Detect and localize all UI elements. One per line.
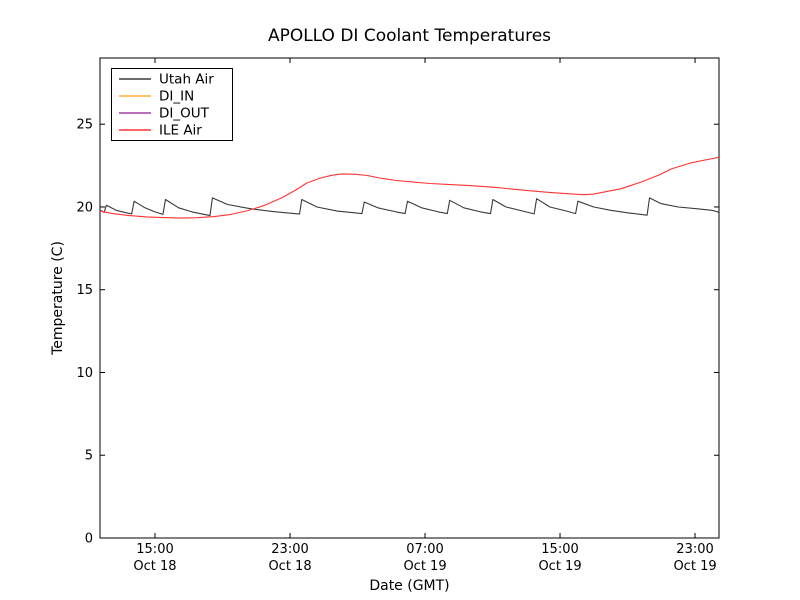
axis-ticks: 15:00 Oct 18 23:00 Oct 18 07:00 Oct 19 15:00 Oc… <box>76 58 719 574</box>
x-tick-time-label: 07:00 <box>406 542 443 557</box>
series-lines <box>99 156 720 219</box>
x-tick-date-label: Oct 18 <box>268 559 311 574</box>
legend: Utah Air DI_IN DI_OUT ILE Air <box>111 68 233 141</box>
series-line-ile-air <box>99 156 720 219</box>
x-tick-time-label: 23:00 <box>676 542 713 557</box>
legend-label-ile-air: ILE Air <box>159 123 202 139</box>
chart-title: APOLLO DI Coolant Temperatures <box>268 26 551 46</box>
x-tick-date-label: Oct 18 <box>133 559 176 574</box>
x-tick-time-label: 15:00 <box>541 542 578 557</box>
legend-label-utah-air: Utah Air <box>159 72 214 88</box>
y-tick-label: 20 <box>76 200 93 215</box>
legend-label-di-in: DI_IN <box>159 89 194 105</box>
y-tick-label: 10 <box>76 366 93 381</box>
x-tick-date-label: Oct 19 <box>403 559 446 574</box>
legend-box <box>111 68 233 141</box>
x-tick-date-label: Oct 19 <box>538 559 581 574</box>
x-tick-date-label: Oct 19 <box>673 559 716 574</box>
x-tick-time-label: 23:00 <box>271 542 308 557</box>
y-axis-label: Temperature (C) <box>50 241 66 356</box>
y-tick-label: 5 <box>85 449 93 464</box>
legend-label-di-out: DI_OUT <box>159 106 210 122</box>
y-tick-label: 0 <box>85 532 93 547</box>
x-axis-label: Date (GMT) <box>369 578 449 594</box>
series-line-utah-air <box>99 197 720 217</box>
plot-frame <box>99 57 720 539</box>
y-tick-label: 25 <box>76 118 93 133</box>
x-tick-time-label: 15:00 <box>136 542 173 557</box>
y-tick-label: 15 <box>76 283 93 298</box>
